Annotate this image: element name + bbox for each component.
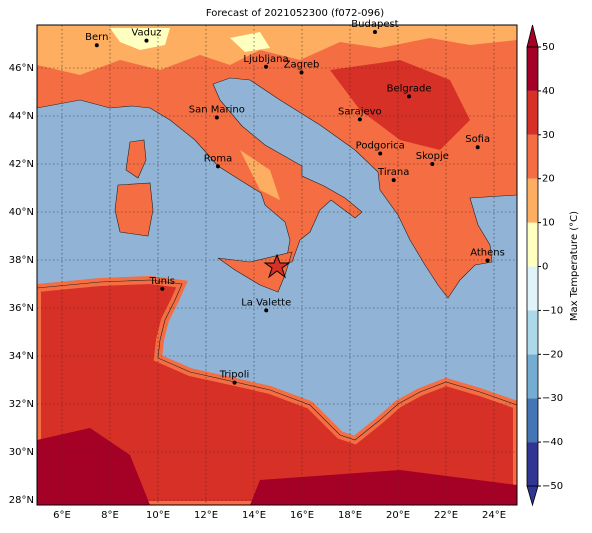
y-tick-label: 34°N <box>9 351 34 362</box>
map <box>37 25 517 505</box>
city-dot <box>378 151 383 156</box>
city-label: Athens <box>470 247 505 258</box>
city-label: Vaduz <box>131 28 161 39</box>
city-label: Tirana <box>377 167 409 178</box>
city-dot <box>216 164 220 169</box>
colorbar-band <box>527 47 538 91</box>
map-frame <box>36 24 518 506</box>
city-dot <box>144 38 149 43</box>
city-dot <box>214 115 219 120</box>
colorbar-band <box>527 90 538 135</box>
x-tick-label: 12°E <box>194 510 218 521</box>
city-label: Ljubljana <box>243 54 288 65</box>
city-dot <box>485 258 490 263</box>
city-label: San Marino <box>189 104 245 115</box>
city-label: Budapest <box>351 19 398 30</box>
colorbar-tick-label: −30 <box>542 393 563 404</box>
city-dot <box>264 308 269 313</box>
x-tick-label: 22°E <box>434 510 458 521</box>
y-tick-label: 46°N <box>9 63 34 74</box>
city-label: La Valette <box>241 297 291 308</box>
colorbar-tick-label: 20 <box>542 174 555 185</box>
x-tick-label: 10°E <box>146 510 170 521</box>
city-dot <box>430 162 435 166</box>
city-dot <box>94 43 99 48</box>
city-dot <box>264 64 268 69</box>
city-dot <box>391 178 396 183</box>
colorbar-band <box>527 310 538 355</box>
colorbar-band <box>527 398 538 443</box>
city-label: Bern <box>85 32 108 43</box>
x-tick-label: 20°E <box>386 510 410 521</box>
y-tick-label: 38°N <box>9 255 34 266</box>
y-tick-label: 32°N <box>9 399 34 410</box>
y-tick-label: 44°N <box>9 111 34 122</box>
colorbar-tick-label: 30 <box>542 130 555 141</box>
x-tick-label: 14°E <box>242 510 266 521</box>
x-tick-label: 24°E <box>482 510 506 521</box>
colorbar-tick-label: −40 <box>542 437 563 448</box>
colorbar-tick-label: 10 <box>542 218 555 229</box>
y-tick-label: 40°N <box>9 207 34 218</box>
city-dot <box>475 145 480 150</box>
colorbar-band <box>527 222 538 267</box>
city-label: Belgrade <box>387 83 432 94</box>
city-dot <box>407 94 412 99</box>
city-label: Tunis <box>149 276 175 287</box>
colorbar-band <box>527 266 538 311</box>
y-tick-label: 42°N <box>9 159 34 170</box>
city-dot <box>357 117 362 122</box>
colorbar-extend <box>526 485 539 507</box>
city-dot <box>299 70 304 75</box>
x-tick-label: 18°E <box>338 510 362 521</box>
y-tick-label: 36°N <box>9 303 34 314</box>
x-tick-label: 8°E <box>101 510 119 521</box>
colorbar-tick-label: −20 <box>542 349 563 360</box>
city-label: Tripoli <box>219 370 250 381</box>
city-dot <box>232 380 237 385</box>
y-tick-label: 30°N <box>9 447 34 458</box>
city-dot <box>160 286 165 291</box>
colorbar-tick-label: 0 <box>542 262 548 273</box>
colorbar-label: Max Temperature (°C) <box>569 211 580 321</box>
city-label: Skopje <box>416 151 449 162</box>
colorbar-tick-label: 40 <box>542 86 555 97</box>
city-label: Sofia <box>465 134 490 145</box>
y-tick-label: 28°N <box>9 495 34 506</box>
colorbar-band <box>527 134 538 179</box>
city-dot <box>372 30 377 34</box>
colorbar-band <box>527 354 538 399</box>
city-label: Zagreb <box>284 60 320 71</box>
colorbar-band <box>527 178 538 223</box>
colorbar-band <box>527 442 538 486</box>
x-tick-label: 6°E <box>53 510 71 521</box>
city-label: Podgorica <box>356 140 405 151</box>
city-label: Sarajevo <box>338 106 382 117</box>
colorbar-tick-label: 50 <box>542 42 555 53</box>
colorbar-extend <box>526 24 539 48</box>
city-label: Roma <box>204 153 233 164</box>
x-tick-label: 16°E <box>290 510 314 521</box>
colorbar-tick-label: −10 <box>542 305 563 316</box>
colorbar-tick-label: −50 <box>542 481 563 492</box>
title: Forecast of 2021052300 (f072-096) <box>206 8 384 19</box>
